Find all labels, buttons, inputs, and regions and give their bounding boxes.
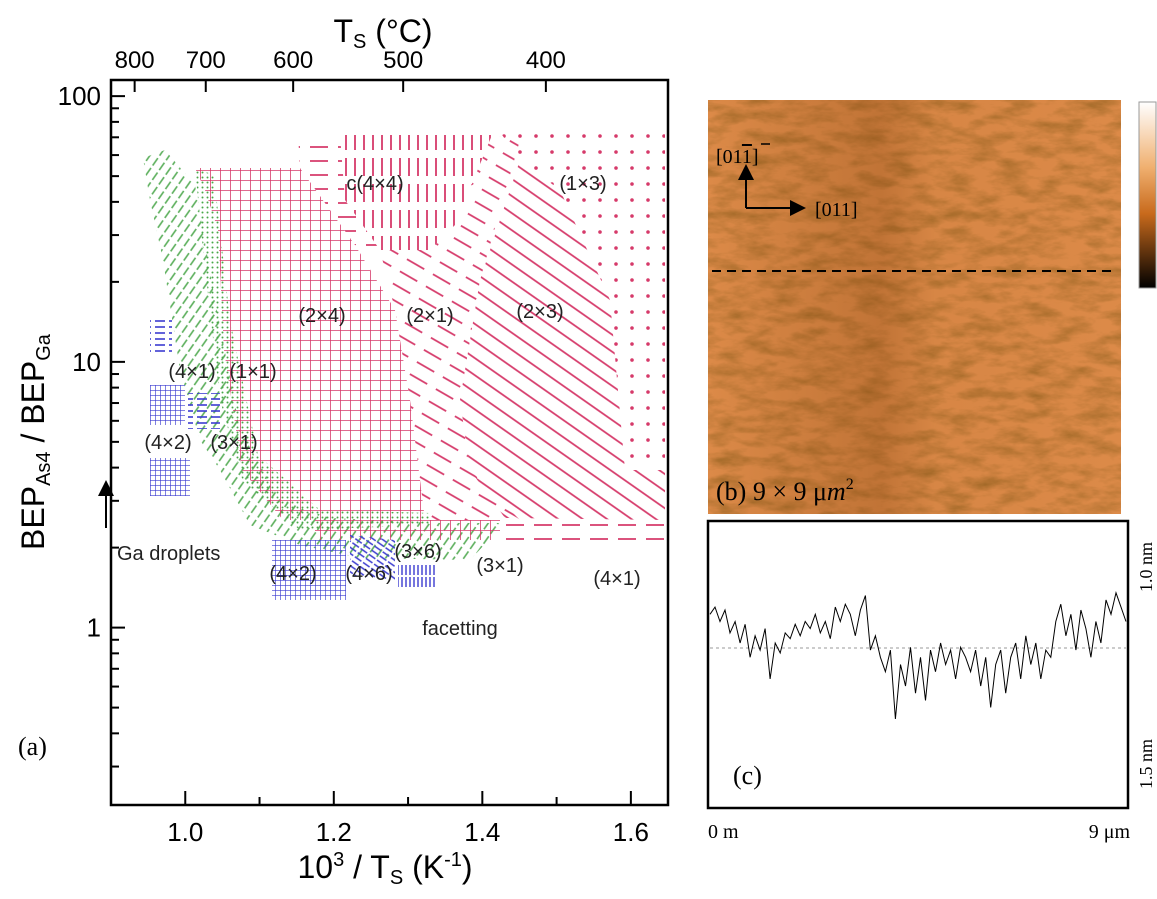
label-sup: 2: [846, 476, 854, 493]
region-label: (3×1): [210, 432, 257, 454]
y-tick-label: 100: [58, 81, 101, 111]
region-label: (4×1): [168, 361, 215, 383]
region-2x3: [460, 160, 665, 520]
panel-label: (a): [18, 732, 47, 761]
region-2x1: [380, 135, 520, 520]
region-label: facetting: [422, 618, 498, 640]
region-label: (2×1): [406, 305, 453, 327]
region-label: (3×6): [394, 541, 441, 563]
label-part: m: [827, 477, 846, 506]
title-part: ): [462, 849, 473, 885]
title-sub: S: [390, 867, 403, 889]
profile-frame: [706, 519, 1130, 810]
panel-label: (b) 9 × 9 μm2: [716, 476, 854, 506]
title-sup: -1: [444, 849, 462, 871]
direction-label: [011]: [815, 199, 858, 221]
y-tick-label: 10: [72, 347, 101, 377]
region-label: (3×1): [476, 555, 523, 577]
title-sub: S: [353, 31, 366, 53]
x-tick-label: 1.2: [316, 817, 352, 847]
region-label: (2×3): [516, 301, 563, 323]
blue-vert: [398, 565, 436, 587]
title-part: (K: [403, 849, 444, 885]
title-part: BEP: [15, 486, 51, 550]
x-start-label: 0 m: [708, 821, 739, 843]
title-part: / BEP: [15, 361, 51, 452]
region-label: (4×2): [269, 563, 316, 585]
region-label: (1×1): [229, 361, 276, 383]
region-c4x4: [340, 135, 492, 250]
blue-grid: [150, 458, 190, 496]
title-part: T: [334, 13, 354, 49]
blue-dash: [188, 393, 220, 429]
y-tick-label: 1: [87, 613, 101, 643]
title-part: / T: [344, 849, 390, 885]
colorbar: [1138, 101, 1157, 289]
direction-label: [011]: [716, 146, 759, 168]
x-tick-label: 1.0: [167, 817, 203, 847]
region-label: c(4×4): [346, 173, 403, 195]
title-sup: 3: [333, 849, 344, 871]
label-part: ]: [752, 146, 759, 168]
profile-line: [709, 591, 1127, 720]
title-part: 10: [297, 849, 333, 885]
top-tick-label: 500: [383, 47, 423, 74]
blue-grid: [272, 540, 346, 600]
region-c4x4-dash: [298, 135, 380, 250]
region-1x3: [500, 132, 665, 470]
top-axis-title: TS (°C): [334, 13, 433, 53]
blue-4x1: [150, 320, 172, 356]
title-sub: As4: [33, 451, 55, 485]
region-2x4: [195, 168, 500, 540]
title-part: (°C): [366, 13, 432, 49]
blue-grid: [150, 385, 185, 425]
region-label: Ga droplets: [117, 543, 220, 565]
afm-image: [708, 100, 1121, 514]
green-hatch: [143, 150, 505, 560]
blue-diag: [350, 535, 395, 580]
region-label: (4×2): [144, 432, 191, 454]
panel-label: (c): [733, 761, 762, 790]
region-label: (1×3): [559, 173, 606, 195]
label-part: (b) 9 × 9 μ: [716, 477, 827, 506]
top-tick-label: 700: [186, 47, 226, 74]
label-bar: 1: [742, 146, 752, 168]
x-tick-label: 1.6: [613, 817, 649, 847]
y-axis-title: BEPAs4 / BEPGa: [15, 333, 55, 550]
top-tick-label: 800: [115, 47, 155, 74]
scale-label: 1.5 nm: [1136, 739, 1156, 789]
region-label: (4×1): [593, 568, 640, 590]
label-part: [01: [716, 146, 742, 168]
region-label: (4×6): [345, 563, 392, 585]
x-axis-title: 103 / TS (K-1): [297, 849, 472, 889]
region-4x1-dash: [505, 520, 665, 540]
x-tick-label: 1.4: [464, 817, 500, 847]
top-tick-label: 400: [526, 47, 566, 74]
afm-shade: [708, 100, 1121, 514]
title-sub: Ga: [33, 333, 55, 361]
region-label: (2×4): [298, 305, 345, 327]
x-end-label: 9 μm: [1089, 821, 1131, 843]
scale-label: 1.0 nm: [1136, 542, 1156, 592]
top-tick-label: 600: [273, 47, 313, 74]
phase-regions: [98, 132, 665, 600]
